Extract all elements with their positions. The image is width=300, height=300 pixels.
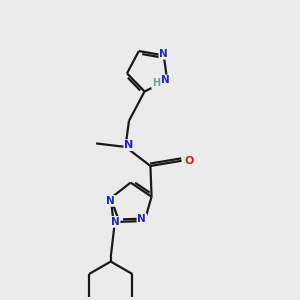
Text: N: N: [161, 75, 170, 85]
Text: N: N: [111, 217, 120, 227]
Text: O: O: [184, 156, 194, 166]
Text: N: N: [159, 49, 168, 59]
Text: H: H: [152, 78, 160, 88]
Text: N: N: [124, 140, 134, 150]
Text: N: N: [137, 214, 146, 224]
Text: N: N: [106, 196, 115, 206]
